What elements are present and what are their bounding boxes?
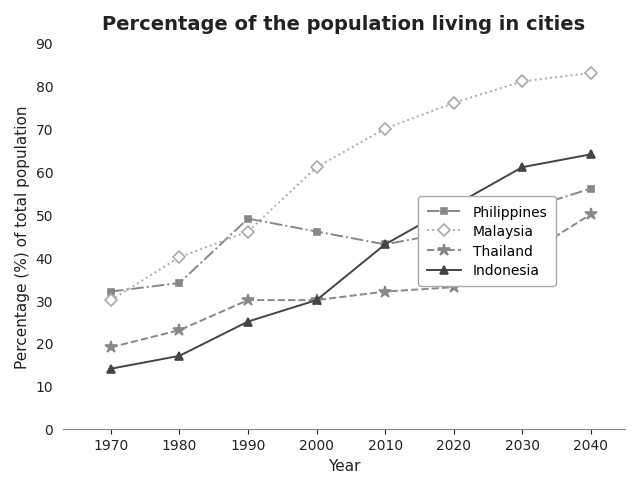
- Indonesia: [107, 366, 115, 372]
- Thailand: [313, 298, 321, 304]
- Malaysia: [244, 229, 252, 235]
- Legend: Philippines, Malaysia, Thailand, Indonesia: Philippines, Malaysia, Thailand, Indones…: [419, 197, 556, 286]
- Malaysia: [518, 80, 526, 85]
- Malaysia: [313, 165, 321, 171]
- Thailand: [175, 327, 183, 333]
- Indonesia: [244, 319, 252, 325]
- Thailand: [587, 212, 595, 218]
- Indonesia: [175, 353, 183, 359]
- Philippines: [175, 281, 183, 286]
- Malaysia: [175, 255, 183, 261]
- Thailand: [244, 298, 252, 304]
- Indonesia: [518, 165, 526, 171]
- Y-axis label: Percentage (%) of total population: Percentage (%) of total population: [15, 105, 30, 368]
- Philippines: [107, 289, 115, 295]
- Indonesia: [587, 152, 595, 158]
- Malaysia: [450, 101, 458, 106]
- Thailand: [381, 289, 389, 295]
- Philippines: [244, 216, 252, 222]
- Indonesia: [313, 298, 321, 304]
- Thailand: [107, 345, 115, 350]
- Philippines: [381, 242, 389, 248]
- Malaysia: [587, 71, 595, 77]
- Indonesia: [381, 242, 389, 248]
- Philippines: [450, 229, 458, 235]
- Line: Indonesia: Indonesia: [107, 151, 595, 373]
- Philippines: [587, 186, 595, 192]
- Title: Percentage of the population living in cities: Percentage of the population living in c…: [102, 15, 586, 34]
- Thailand: [450, 285, 458, 290]
- Line: Malaysia: Malaysia: [107, 70, 595, 305]
- Philippines: [518, 208, 526, 214]
- Malaysia: [381, 126, 389, 132]
- Line: Philippines: Philippines: [108, 186, 594, 295]
- Philippines: [313, 229, 321, 235]
- X-axis label: Year: Year: [328, 458, 360, 473]
- Malaysia: [107, 298, 115, 304]
- Indonesia: [450, 203, 458, 209]
- Line: Thailand: Thailand: [104, 209, 597, 354]
- Thailand: [518, 255, 526, 261]
